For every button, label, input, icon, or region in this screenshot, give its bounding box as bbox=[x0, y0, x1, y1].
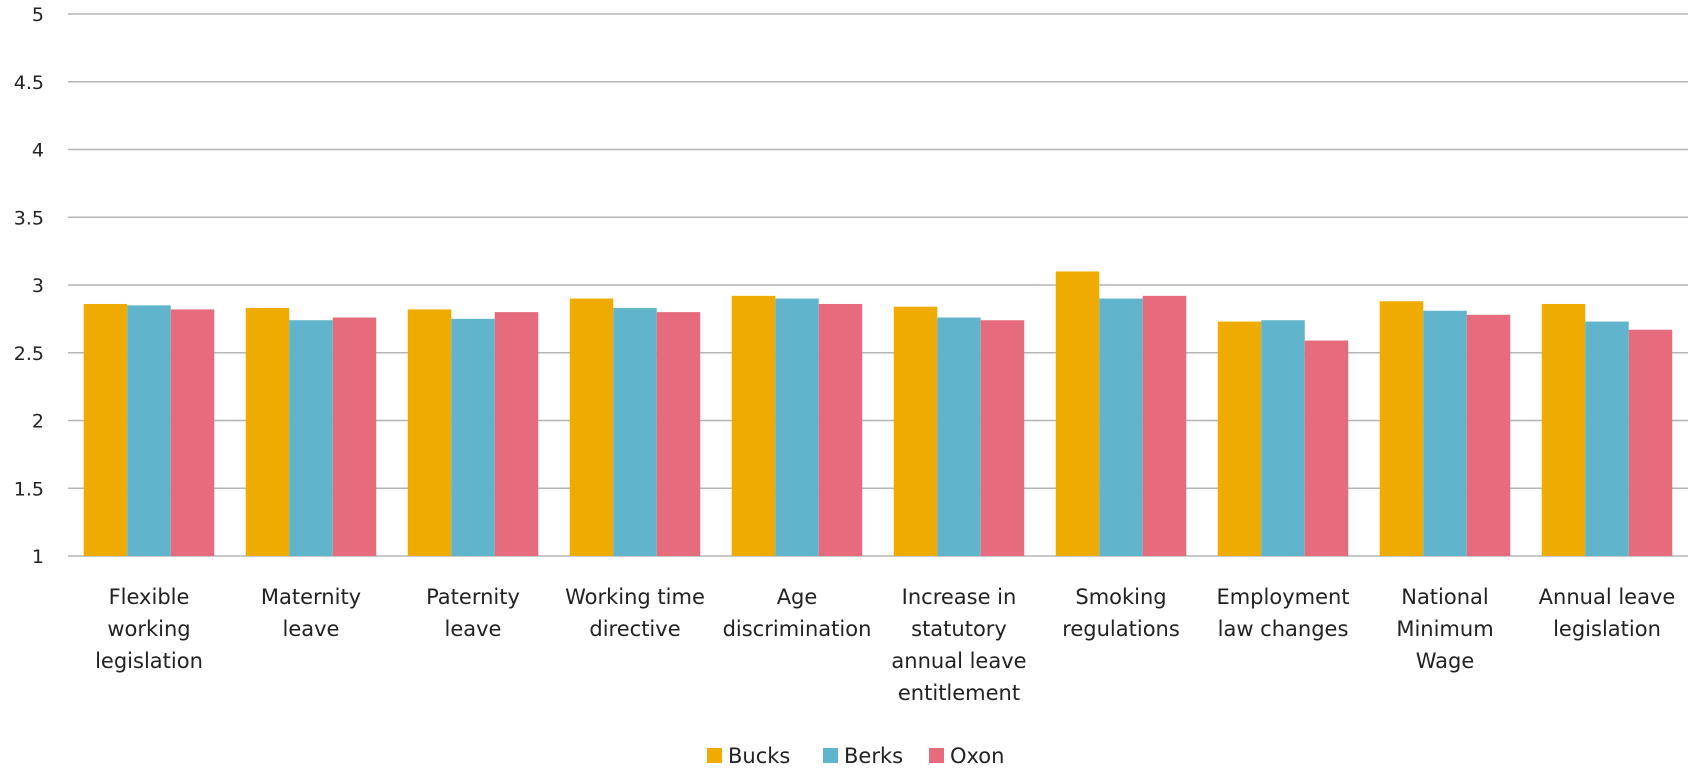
category-label: Smoking regulations bbox=[1062, 585, 1180, 641]
category-label-line: National bbox=[1401, 585, 1489, 609]
bar-bucks bbox=[1055, 271, 1100, 556]
category-label-line: Maternity bbox=[261, 585, 361, 609]
bar-oxon bbox=[980, 320, 1025, 556]
legend-label-berks: Berks bbox=[844, 744, 903, 768]
category-label-line: Employment bbox=[1216, 585, 1349, 609]
category-label-line: Wage bbox=[1416, 649, 1475, 673]
legend-swatch-bucks bbox=[707, 748, 722, 763]
category-label-line: Paternity bbox=[426, 585, 520, 609]
category-label-line: Flexible bbox=[109, 585, 190, 609]
category-label-line: entitlement bbox=[898, 681, 1020, 705]
category-label-line: discrimination bbox=[723, 617, 872, 641]
category-label-line: leave bbox=[445, 617, 502, 641]
bar-berks bbox=[1261, 320, 1305, 556]
category-label-line: directive bbox=[589, 617, 680, 641]
category-label: Annual leave legislation bbox=[1539, 585, 1676, 641]
category-label: Increase in statutory annual leave entitlem… bbox=[891, 585, 1026, 705]
legend-label-bucks: Bucks bbox=[728, 744, 790, 768]
category-label-line: law changes bbox=[1218, 617, 1349, 641]
bar-berks bbox=[613, 308, 657, 556]
bar-oxon bbox=[1466, 314, 1511, 556]
legend-swatch-oxon bbox=[929, 748, 944, 763]
category-label-line: Increase in bbox=[902, 585, 1017, 609]
category-label-line: Age bbox=[777, 585, 818, 609]
category-label-line: leave bbox=[283, 617, 340, 641]
category-label-line: Working time bbox=[565, 585, 705, 609]
bar-oxon bbox=[818, 303, 863, 556]
category-label-line: annual leave bbox=[891, 649, 1026, 673]
legend: Bucks Berks Oxon bbox=[707, 744, 1004, 768]
bar-oxon bbox=[656, 312, 701, 556]
bar-bucks bbox=[245, 308, 290, 556]
category-label: Paternity leave bbox=[426, 585, 520, 641]
bar-bucks bbox=[1379, 301, 1424, 556]
category-label: Employment law changes bbox=[1216, 585, 1349, 641]
category-label-line: Minimum bbox=[1396, 617, 1493, 641]
bar-berks bbox=[937, 317, 981, 556]
y-tick-label: 4.5 bbox=[14, 72, 44, 94]
bar-bucks bbox=[407, 309, 452, 556]
bar-oxon bbox=[1628, 329, 1673, 556]
legend-swatch-berks bbox=[823, 748, 838, 763]
bars bbox=[83, 271, 1673, 556]
bar-bucks bbox=[893, 306, 938, 556]
category-label-line: Smoking bbox=[1075, 585, 1166, 609]
y-tick-label: 1.5 bbox=[14, 478, 44, 500]
bar-berks bbox=[289, 320, 333, 556]
y-axis-ticks: 1 1.5 2 2.5 3 3.5 4 4.5 5 bbox=[14, 4, 44, 568]
y-tick-label: 3.5 bbox=[14, 207, 44, 229]
category-label-line: regulations bbox=[1062, 617, 1180, 641]
category-label-line: legislation bbox=[1553, 617, 1661, 641]
category-label: Working time directive bbox=[565, 585, 705, 641]
category-label-line: Annual leave bbox=[1539, 585, 1676, 609]
bar-berks bbox=[1585, 321, 1629, 556]
bar-oxon bbox=[1304, 340, 1349, 556]
y-tick-label: 5 bbox=[32, 4, 44, 26]
legend-label-oxon: Oxon bbox=[950, 744, 1004, 768]
y-tick-label: 2 bbox=[32, 411, 44, 433]
category-label-line: working bbox=[107, 617, 190, 641]
bar-berks bbox=[775, 298, 819, 556]
bar-oxon bbox=[332, 317, 377, 556]
bar-bucks bbox=[569, 298, 614, 556]
y-tick-label: 3 bbox=[32, 275, 44, 297]
bar-berks bbox=[127, 305, 171, 556]
category-label: National Minimum Wage bbox=[1396, 585, 1493, 673]
category-label: Maternity leave bbox=[261, 585, 361, 641]
bar-berks bbox=[1423, 310, 1467, 556]
bar-berks bbox=[451, 318, 495, 556]
bar-berks bbox=[1099, 298, 1143, 556]
bar-bucks bbox=[1541, 303, 1586, 556]
bar-oxon bbox=[494, 312, 539, 556]
y-tick-label: 4 bbox=[32, 140, 44, 162]
bar-oxon bbox=[1142, 295, 1187, 556]
bar-bucks bbox=[1217, 321, 1262, 556]
category-label: Flexible working legislation bbox=[95, 585, 203, 673]
x-axis-categories: Flexible working legislation Maternity leave… bbox=[95, 585, 1675, 705]
bar-oxon bbox=[170, 309, 215, 556]
category-label-line: statutory bbox=[911, 617, 1007, 641]
category-label-line: legislation bbox=[95, 649, 203, 673]
y-tick-label: 2.5 bbox=[14, 343, 44, 365]
bar-bucks bbox=[83, 303, 128, 556]
category-label: Age discrimination bbox=[723, 585, 872, 641]
y-tick-label: 1 bbox=[32, 546, 44, 568]
bar-bucks bbox=[731, 295, 776, 556]
